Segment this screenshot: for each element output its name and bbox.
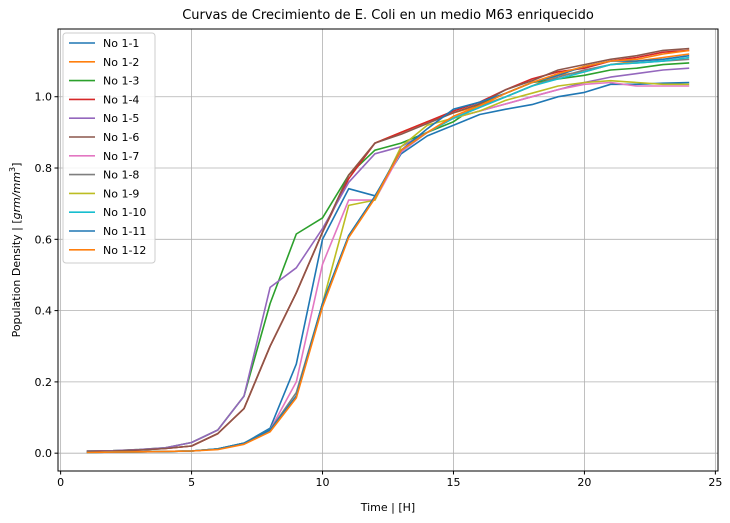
series-line-2 [86,53,690,453]
x-tick-label: 0 [57,476,64,489]
legend: No 1-1 No 1-2 No 1-3 No 1-4 No 1-5 No 1-6 No 1… [62,32,156,264]
series-lines [86,47,690,454]
series-line-3 [86,62,690,452]
plot-frame [57,28,719,472]
legend-label: No 1-7 [103,150,139,163]
x-tick-label: 5 [188,476,195,489]
y-tick-label: 0.2 [35,376,53,389]
legend-label: No 1-8 [103,169,139,182]
y-tick-label: 1.0 [35,91,53,104]
y-axis-ticks: 0.0 0.2 0.4 0.6 0.8 1.0 [35,91,58,460]
x-tick-label: 15 [446,476,460,489]
legend-label: No 1-9 [103,187,139,200]
y-tick-label: 0.0 [35,447,53,460]
y-axis-label-unit: grm/mm [10,172,23,219]
x-axis-label: Time | [H] [360,501,415,514]
legend-label: No 1-6 [103,131,139,144]
series-line-4 [86,49,690,453]
series-line-11 [86,54,690,454]
y-axis-label-exponent: 3 [8,167,17,172]
series-line-12 [86,49,690,454]
series-line-10 [86,56,690,454]
legend-label: No 1-5 [103,112,139,125]
legend-label: No 1-2 [103,56,139,69]
series-line-5 [86,67,690,452]
y-axis-label-main: Population Density | [ [10,219,23,337]
x-tick-label: 10 [316,476,330,489]
legend-label: No 1-3 [103,75,139,88]
chart-title: Curvas de Crecimiento de E. Coli en un m… [182,8,594,23]
series-line-6 [86,47,690,453]
legend-label: No 1-11 [103,225,146,238]
legend-box [62,32,156,264]
grid-lines [58,29,718,471]
y-axis-label: Population Density | [grm/mm3] [8,163,23,338]
legend-label: No 1-12 [103,244,146,257]
x-tick-label: 25 [708,476,722,489]
x-axis-ticks: 0 5 10 15 20 25 [57,471,722,489]
y-tick-label: 0.4 [35,305,53,318]
legend-label: No 1-10 [103,206,146,219]
series-line-8 [86,58,690,454]
legend-label: No 1-1 [103,37,139,50]
legend-label: No 1-4 [103,93,139,106]
y-axis-label-close: ] [10,163,23,167]
y-tick-label: 0.8 [35,162,53,175]
x-tick-label: 20 [577,476,591,489]
y-tick-label: 0.6 [35,233,53,246]
series-line-9 [86,79,690,454]
